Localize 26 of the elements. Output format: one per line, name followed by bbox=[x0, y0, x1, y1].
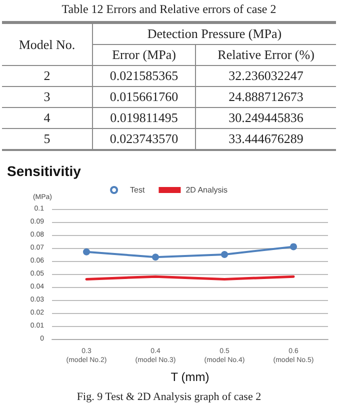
point bbox=[83, 248, 90, 256]
legend-label: 2D Analysis bbox=[186, 186, 228, 194]
text: Relative Error (%) bbox=[196, 44, 336, 66]
x-axis-title: T (mm) bbox=[170, 370, 210, 384]
text: 0.023743570 bbox=[92, 128, 196, 150]
text: 24.888712673 bbox=[196, 86, 336, 108]
caption: Table 12 Errors and Relative errors of case 2 bbox=[60, 2, 278, 17]
text: Model No. bbox=[2, 22, 92, 66]
text: 2 bbox=[2, 66, 92, 86]
text: 0.021585365 bbox=[92, 66, 196, 86]
text: Error (MPa) bbox=[92, 44, 196, 66]
caption: Fig. 9 Test & 2D Analysis graph of case 2 bbox=[76, 391, 262, 403]
text: 0.015661760 bbox=[92, 86, 196, 108]
chart-title: Sensitivitiy bbox=[7, 163, 82, 179]
text: 0.019811495 bbox=[92, 108, 196, 128]
text: 33.444676289 bbox=[196, 128, 336, 150]
text: 32.236032247 bbox=[196, 66, 336, 86]
text: 30.249445836 bbox=[196, 108, 336, 128]
legend-label: Test bbox=[130, 186, 146, 194]
point bbox=[152, 254, 159, 261]
text: 5 bbox=[2, 128, 92, 150]
text: 3 bbox=[2, 86, 92, 108]
text: 4 bbox=[2, 108, 92, 128]
text: Detection Pressure (MPa) bbox=[92, 22, 336, 44]
point bbox=[290, 243, 297, 250]
point bbox=[221, 251, 228, 258]
